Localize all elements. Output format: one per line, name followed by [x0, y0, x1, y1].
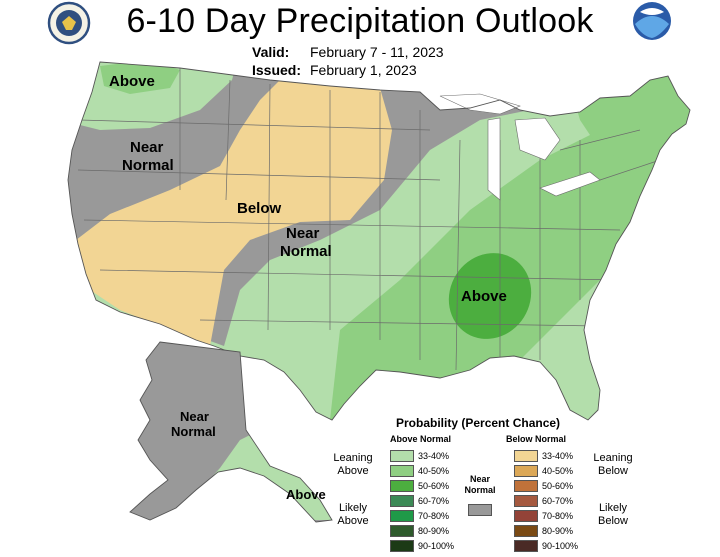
page-title: 6-10 Day Precipitation Outlook [126, 2, 594, 40]
legend-above-swatch [390, 450, 414, 462]
noaa-logo-icon [633, 2, 671, 40]
label-near-nw-1: Near [130, 139, 164, 156]
label-near-nw-2: Normal [122, 157, 174, 174]
label-above-nw: Above [109, 73, 155, 90]
legend-below-swatch [514, 540, 538, 552]
legend-above-range-label: 40-50% [418, 466, 450, 476]
legend-below-range-label: 90-100% [542, 541, 579, 551]
legend-title: Probability (Percent Chance) [396, 416, 561, 430]
legend-above-range-label: 90-100% [418, 541, 455, 551]
legend-above-swatch [390, 465, 414, 477]
legend-below-header: Below Normal [506, 434, 567, 444]
legend-below-swatch [514, 480, 538, 492]
legend-likely-above: Likely Above [337, 502, 369, 527]
legend-above-swatch [390, 525, 414, 537]
legend-above-swatch [390, 540, 414, 552]
label-near-c-1: Near [286, 225, 320, 242]
legend-above-swatch [390, 480, 414, 492]
alaska-outline [129, 341, 333, 523]
legend-above-range-label: 60-70% [418, 496, 450, 506]
legend-below-range-label: 50-60% [542, 481, 574, 491]
legend-above-header: Above Normal [390, 434, 452, 444]
legend-leaning-below: Leaning Below [593, 452, 633, 477]
label-ak-above: Above [286, 487, 326, 502]
label-above-se: Above [461, 288, 507, 305]
legend-below-range-label: 70-80% [542, 511, 574, 521]
legend-above-range-label: 70-80% [418, 511, 450, 521]
label-near-c-2: Normal [280, 243, 332, 260]
legend-below-range-label: 40-50% [542, 466, 574, 476]
legend-likely-below: Likely Below [598, 502, 628, 527]
issued-date: Issued: February 1, 2023 [252, 62, 417, 78]
legend-above-range-label: 33-40% [418, 451, 450, 461]
state-boundaries [77, 68, 661, 371]
valid-dates: Valid: February 7 - 11, 2023 [252, 44, 444, 60]
legend-below-range-label: 60-70% [542, 496, 574, 506]
great-lakes [439, 93, 601, 201]
legend-below-swatch [514, 450, 538, 462]
legend-below-swatch [514, 510, 538, 522]
legend-near-normal-swatch [468, 504, 492, 516]
legend-above-swatch [390, 495, 414, 507]
legend-below-range-label: 80-90% [542, 526, 574, 536]
legend-below-swatch [514, 495, 538, 507]
legend-above-range-label: 80-90% [418, 526, 450, 536]
legend-above-swatch [390, 510, 414, 522]
legend: Probability (Percent Chance) Above Norma… [326, 416, 718, 556]
legend-near-normal-label: Near Normal [464, 474, 496, 495]
doc-seal-icon [47, 1, 91, 45]
label-below: Below [237, 200, 282, 217]
legend-below-swatch [514, 525, 538, 537]
legend-below-range-label: 33-40% [542, 451, 574, 461]
legend-leaning-above: Leaning Above [333, 452, 373, 477]
conus-outline [67, 61, 691, 421]
legend-below-swatch [514, 465, 538, 477]
label-ak-near-1: Near [180, 409, 209, 424]
legend-above-range-label: 50-60% [418, 481, 450, 491]
label-ak-near-2: Normal [171, 424, 216, 439]
